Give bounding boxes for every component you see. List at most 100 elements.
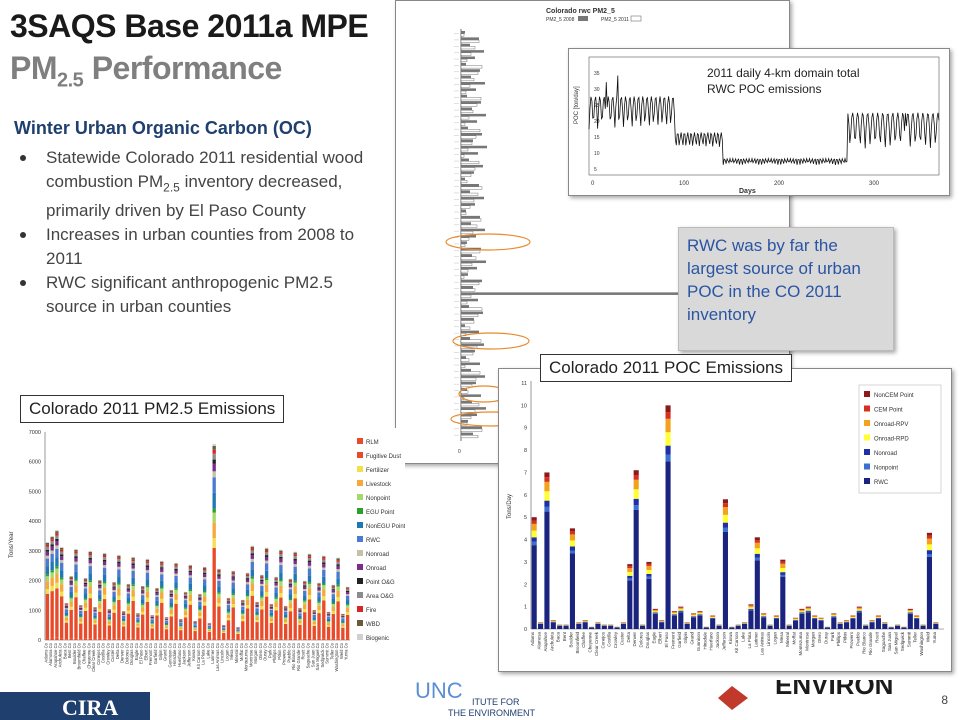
pm25-bar-segment — [112, 587, 116, 591]
pm25-bar-segment — [102, 552, 107, 554]
rwc-bar-2011 — [460, 384, 473, 388]
footer-logo-bar: CIRA UNC ITUTE FOR THE ENVIRONMENT ENVIR… — [0, 680, 893, 720]
poc-xtick: Costilla — [607, 632, 612, 647]
pm25-bar-segment — [307, 565, 312, 569]
pm25-bar-segment — [98, 603, 102, 609]
pm25-bar-segment — [112, 583, 116, 585]
pm25-bar-segment — [279, 565, 283, 573]
rwc-bar-2011 — [460, 269, 469, 273]
pm25-bar-segment — [331, 602, 335, 605]
poc-bar-segment — [633, 474, 639, 480]
pm25-bar-segment — [117, 582, 121, 585]
pm25-bar-segment — [207, 627, 212, 629]
pm25-bar-segment — [207, 625, 212, 626]
pm25-bar-segment — [55, 582, 59, 589]
pm25-bar-segment — [250, 561, 254, 570]
poc-bar-segment — [582, 622, 588, 629]
pm25-bar-segment — [207, 625, 212, 628]
pm25-bar-segment — [83, 579, 88, 582]
poc-legend-label: RWC — [874, 480, 889, 486]
environ-logo: ENVIRON — [775, 680, 893, 700]
pm25-bar-segment — [193, 621, 197, 623]
pm25-bar-segment — [45, 555, 50, 559]
pm25-bar-segment — [260, 574, 264, 576]
pm25-bar-segment — [222, 627, 226, 629]
pm25-bar-segment — [93, 611, 97, 613]
pm25-bar-segment — [93, 607, 97, 609]
pm25-bar-segment — [145, 585, 150, 588]
rwc-bar-2008 — [461, 196, 484, 200]
pm25-bar-segment — [293, 582, 297, 588]
poc-bar-segment — [550, 621, 556, 622]
poc-bar-segment — [646, 569, 652, 574]
pm25-bar-segment — [107, 609, 112, 611]
pm25-xtick: San Juan Co — [310, 642, 315, 667]
pm25-bar-segment — [188, 570, 193, 573]
rwc-bar-2008 — [461, 203, 475, 206]
pm25-bar-segment — [169, 593, 173, 595]
poc-bar-segment — [569, 531, 575, 535]
pm25-bar-segment — [141, 595, 145, 600]
pm25-bar-segment — [131, 590, 135, 597]
pm25-xtick: Moffat Co — [239, 642, 244, 661]
pm25-bar-segment — [317, 610, 321, 614]
pm25-bar-segment — [188, 638, 193, 640]
rwc-bar-2011 — [460, 173, 472, 177]
pm25-bar-segment — [226, 601, 231, 603]
pm25-bar-segment — [179, 622, 183, 625]
pm25-bar-segment — [88, 558, 92, 560]
pm25-bar-segment — [98, 611, 102, 639]
pm25-bar-segment — [307, 599, 312, 639]
pm25-bar-segment — [188, 577, 193, 584]
poc-legend-swatch — [864, 405, 870, 412]
pm25-bar-segment — [250, 569, 254, 577]
pm25-bar-segment — [303, 600, 307, 602]
pm25-bar-segment — [150, 628, 154, 640]
unc-logo-line2: THE ENVIRONMENT — [448, 708, 536, 718]
poc-bar-segment — [550, 620, 556, 622]
poc-bar-segment — [633, 470, 639, 475]
poc-xtick: Arapahoe — [543, 632, 548, 652]
poc-xtick: Mesa — [779, 632, 784, 644]
pm25-bar-segment — [307, 556, 312, 558]
pm25-xtick: Las Animas Co — [215, 642, 220, 671]
pm25-ytick: 4000 — [29, 519, 41, 525]
pm25-bar-segment — [317, 588, 321, 591]
pm25-bar-segment — [79, 605, 83, 607]
pm25-bar-segment — [212, 463, 216, 472]
pm25-legend-swatch — [357, 620, 363, 626]
poc-bar-segment — [671, 611, 677, 612]
poc-bar-segment — [799, 611, 805, 613]
pm25-bar-segment — [107, 639, 112, 640]
pm25-bar-segment — [45, 581, 50, 590]
bullet-text: RWC significant anthropogenic PM2.5 sour… — [46, 273, 333, 317]
pm25-bar-segment — [50, 544, 54, 547]
pm25-bar-segment — [169, 590, 173, 592]
line-chart-frame — [588, 56, 940, 176]
pm25-bar-segment — [102, 583, 107, 588]
poc-xtick: Larimer — [753, 632, 758, 648]
pm25-bar-segment — [269, 621, 274, 624]
pm25-bar-segment — [345, 638, 350, 640]
pm25-bar-segment — [145, 562, 150, 566]
pm25-bar-segment — [269, 639, 274, 640]
pm25-bar-segment — [169, 638, 173, 640]
rwc-bar-2011 — [460, 192, 479, 196]
pm25-bar-segment — [326, 613, 331, 615]
pm25-bar-segment — [126, 613, 131, 639]
pm25-bar-segment — [98, 599, 102, 601]
poc-chart-caption: Colorado 2011 POC Emissions — [540, 354, 793, 382]
pm25-bar-segment — [336, 557, 340, 559]
rwc-bar-2011 — [460, 84, 471, 88]
rwc-bar-2011 — [460, 435, 479, 439]
poc-bar-segment — [933, 623, 939, 629]
pm25-bar-segment — [150, 615, 154, 616]
pm25-bar-segment — [341, 614, 345, 616]
pm25-bar-segment — [155, 600, 159, 606]
pm25-bar-segment — [60, 584, 64, 592]
pm25-bar-segment — [60, 591, 64, 597]
pm25-xtick: Kiowa Co — [191, 642, 196, 661]
rwc-bar-2011 — [460, 320, 475, 324]
pm25-bar-segment — [183, 603, 188, 608]
poc-bar-segment — [786, 625, 792, 629]
